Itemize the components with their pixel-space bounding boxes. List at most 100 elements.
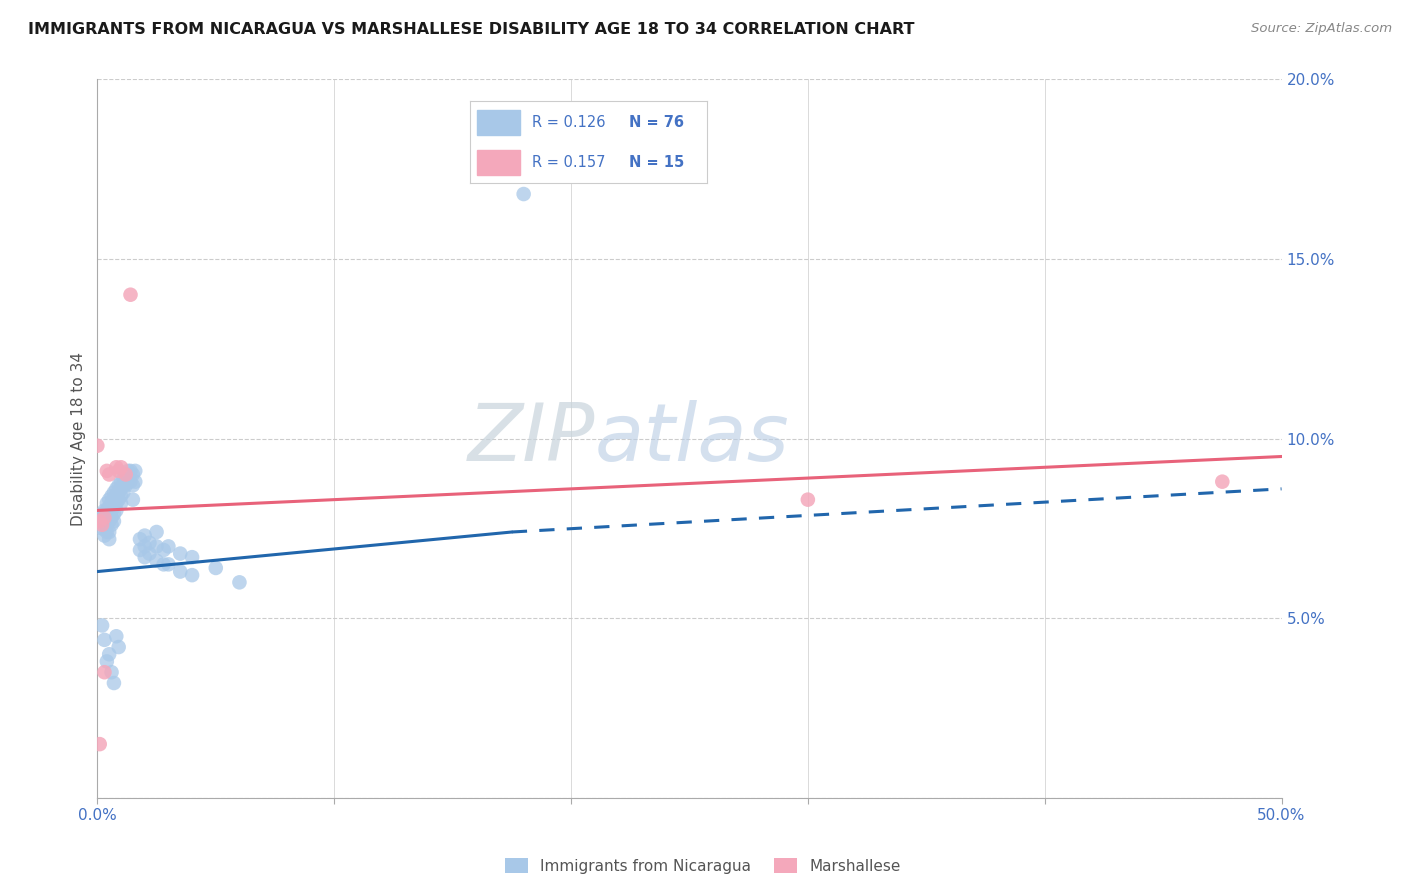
Point bbox=[110, 489, 132, 503]
Point bbox=[107, 640, 129, 654]
Point bbox=[122, 492, 145, 507]
Point bbox=[89, 737, 111, 751]
Point bbox=[100, 510, 122, 524]
Point bbox=[98, 524, 121, 539]
Point bbox=[98, 507, 121, 521]
Point bbox=[100, 665, 122, 680]
Point bbox=[110, 475, 132, 489]
Point bbox=[91, 517, 114, 532]
Point bbox=[98, 467, 121, 482]
Point bbox=[122, 478, 145, 492]
Point bbox=[138, 547, 160, 561]
Point bbox=[124, 464, 146, 478]
Point bbox=[122, 467, 145, 482]
Point bbox=[103, 485, 125, 500]
Legend: Immigrants from Nicaragua, Marshallese: Immigrants from Nicaragua, Marshallese bbox=[499, 852, 907, 880]
Point bbox=[110, 460, 132, 475]
Point bbox=[512, 187, 534, 202]
Point bbox=[103, 507, 125, 521]
Text: ZIP: ZIP bbox=[467, 400, 595, 477]
Point bbox=[93, 503, 115, 517]
Point bbox=[114, 467, 136, 482]
Point bbox=[112, 471, 135, 485]
Point bbox=[98, 532, 121, 546]
Point bbox=[134, 528, 156, 542]
Point bbox=[110, 496, 132, 510]
Point bbox=[204, 561, 226, 575]
Point bbox=[797, 492, 820, 507]
Point bbox=[100, 496, 122, 510]
Point bbox=[134, 540, 156, 554]
Point bbox=[98, 514, 121, 528]
Point bbox=[112, 478, 135, 492]
Point bbox=[228, 575, 250, 590]
Point bbox=[100, 517, 122, 532]
Point bbox=[152, 558, 174, 572]
Point bbox=[96, 655, 118, 669]
Point bbox=[96, 496, 118, 510]
Text: IMMIGRANTS FROM NICARAGUA VS MARSHALLESE DISABILITY AGE 18 TO 34 CORRELATION CHA: IMMIGRANTS FROM NICARAGUA VS MARSHALLESE… bbox=[28, 22, 915, 37]
Point bbox=[96, 517, 118, 532]
Point bbox=[107, 492, 129, 507]
Text: Source: ZipAtlas.com: Source: ZipAtlas.com bbox=[1251, 22, 1392, 36]
Point bbox=[107, 478, 129, 492]
Point bbox=[93, 528, 115, 542]
Point bbox=[103, 500, 125, 514]
Point bbox=[105, 503, 128, 517]
Point bbox=[181, 550, 204, 565]
Point bbox=[120, 464, 142, 478]
Point bbox=[105, 460, 128, 475]
Point bbox=[100, 503, 122, 517]
Point bbox=[103, 514, 125, 528]
Point bbox=[117, 464, 139, 478]
Point bbox=[96, 510, 118, 524]
Point bbox=[89, 510, 111, 524]
Y-axis label: Disability Age 18 to 34: Disability Age 18 to 34 bbox=[72, 351, 86, 525]
Point bbox=[114, 467, 136, 482]
Point bbox=[129, 543, 152, 558]
Point bbox=[145, 540, 167, 554]
Point bbox=[117, 475, 139, 489]
Point bbox=[103, 676, 125, 690]
Point bbox=[120, 475, 142, 489]
Point bbox=[105, 496, 128, 510]
Point bbox=[1211, 475, 1233, 489]
Point bbox=[96, 464, 118, 478]
Point bbox=[157, 558, 180, 572]
Point bbox=[96, 524, 118, 539]
Point bbox=[124, 475, 146, 489]
Point bbox=[98, 492, 121, 507]
Point bbox=[157, 540, 180, 554]
Point bbox=[98, 500, 121, 514]
Point bbox=[98, 647, 121, 661]
Point bbox=[120, 287, 142, 301]
Point bbox=[107, 464, 129, 478]
Point bbox=[152, 543, 174, 558]
Point bbox=[93, 510, 115, 524]
Point bbox=[145, 554, 167, 568]
Point bbox=[93, 632, 115, 647]
Point bbox=[107, 485, 129, 500]
Point bbox=[169, 547, 191, 561]
Text: atlas: atlas bbox=[595, 400, 789, 477]
Point bbox=[91, 618, 114, 632]
Point bbox=[169, 565, 191, 579]
Point bbox=[105, 482, 128, 496]
Point bbox=[100, 489, 122, 503]
Point bbox=[134, 550, 156, 565]
Point bbox=[138, 536, 160, 550]
Point bbox=[91, 507, 114, 521]
Point bbox=[93, 665, 115, 680]
Point bbox=[103, 492, 125, 507]
Point bbox=[105, 629, 128, 643]
Point bbox=[86, 439, 108, 453]
Point bbox=[93, 510, 115, 524]
Point bbox=[114, 478, 136, 492]
Point bbox=[112, 485, 135, 500]
Point bbox=[129, 532, 152, 546]
Point bbox=[93, 517, 115, 532]
Point bbox=[91, 521, 114, 535]
Point bbox=[145, 524, 167, 539]
Point bbox=[181, 568, 204, 582]
Point bbox=[105, 489, 128, 503]
